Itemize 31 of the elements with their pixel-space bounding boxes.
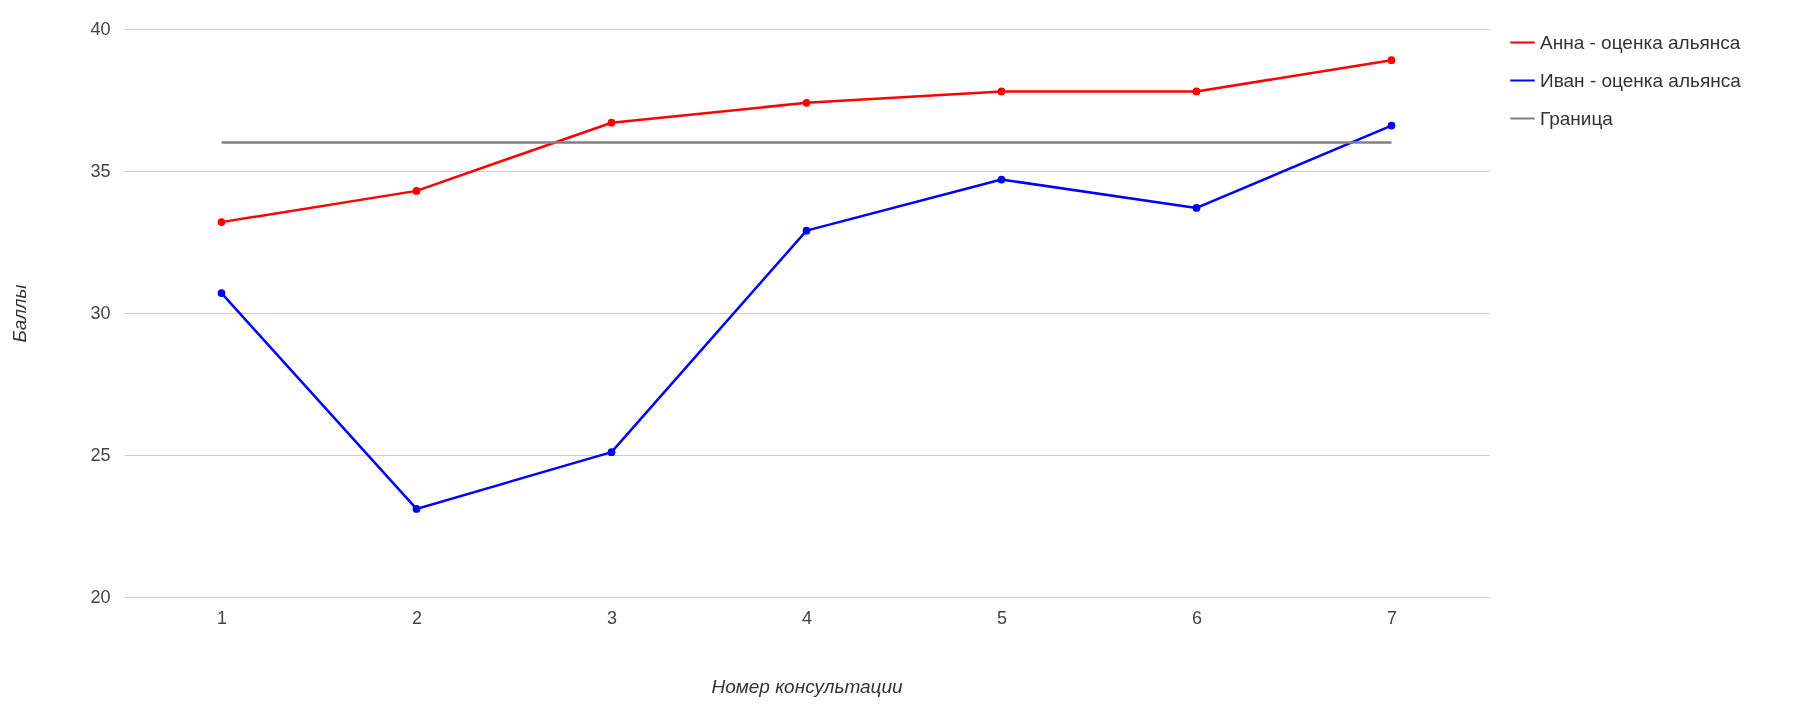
point	[217, 218, 226, 226]
x-tick-label: 7	[1386, 607, 1398, 628]
legend-label: Анна - оценка альянса	[1540, 31, 1741, 53]
legend-label: Граница	[1540, 107, 1614, 129]
point	[1387, 121, 1396, 130]
point	[1192, 87, 1201, 96]
y-tick-label: 35	[90, 160, 111, 181]
point	[1387, 56, 1396, 65]
point	[607, 448, 616, 457]
point	[802, 226, 811, 235]
y-tick-label: 40	[90, 18, 111, 39]
point	[997, 87, 1006, 96]
x-axis-title: Номер консультации	[711, 675, 904, 697]
point	[1192, 204, 1201, 212]
point	[217, 289, 226, 297]
x-tick-label: 2	[411, 607, 423, 628]
legend-label: Иван - оценка альянса	[1540, 69, 1742, 91]
y-tick-label: 25	[90, 444, 111, 465]
point	[412, 505, 421, 513]
point	[802, 98, 811, 107]
y-tick-label: 30	[90, 302, 111, 323]
x-tick-label: 4	[801, 607, 813, 628]
point	[412, 187, 421, 195]
x-tick-label: 1	[216, 607, 228, 628]
point	[607, 118, 616, 127]
y-tick-label: 20	[90, 586, 111, 607]
x-tick-label: 5	[996, 607, 1008, 628]
point	[997, 175, 1006, 184]
x-tick-label: 3	[606, 607, 618, 628]
x-tick-label: 6	[1191, 607, 1203, 628]
y-axis-title: Баллы	[9, 284, 31, 343]
